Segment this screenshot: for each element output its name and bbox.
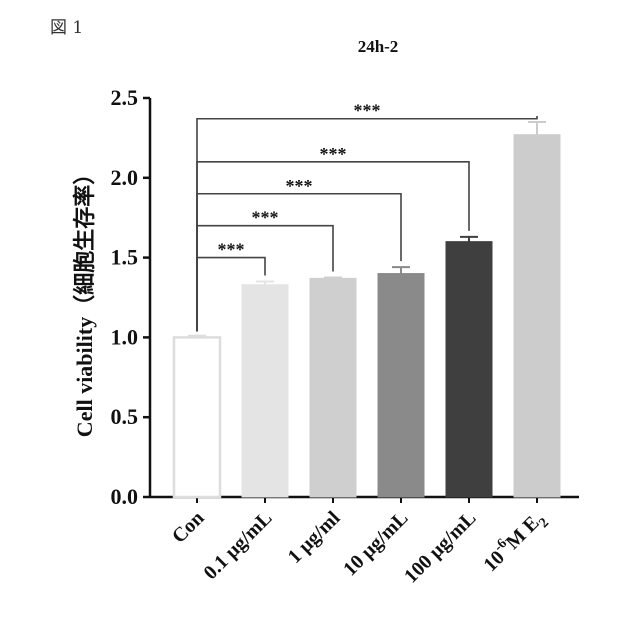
significance-label: *** <box>354 101 381 121</box>
bar <box>174 337 220 497</box>
significance-label: *** <box>252 208 279 228</box>
y-axis-label: Cell viability（細胞生存率） <box>72 163 97 437</box>
significance-bracket <box>197 194 401 332</box>
x-tick-label: 100 μg/mL <box>400 507 481 588</box>
bar <box>446 242 492 497</box>
bar <box>378 274 424 497</box>
y-tick-label: 0.0 <box>111 484 139 509</box>
significance-label: *** <box>218 240 245 260</box>
bar <box>242 285 288 497</box>
x-tick-label: 0.1 μg/mL <box>200 507 277 584</box>
y-tick-label: 2.0 <box>111 165 139 190</box>
x-tick-label: Con <box>168 507 209 548</box>
significance-label: *** <box>320 144 347 164</box>
y-tick-label: 0.5 <box>111 404 139 429</box>
x-tick-label: 10-6M E2 <box>477 505 552 580</box>
significance-label: *** <box>286 176 313 196</box>
chart-title: 24h-2 <box>358 37 399 56</box>
bar <box>310 278 356 497</box>
y-tick-label: 1.5 <box>111 245 139 270</box>
x-tick-labels: Con0.1 μg/mL1 μg/ml10 μg/mL100 μg/mL10-6… <box>168 505 552 588</box>
y-tick-label: 2.5 <box>111 85 139 110</box>
bar <box>514 135 560 497</box>
y-tick-label: 1.0 <box>111 324 139 349</box>
bars <box>174 122 560 497</box>
x-tick-label: 1 μg/ml <box>284 507 345 568</box>
